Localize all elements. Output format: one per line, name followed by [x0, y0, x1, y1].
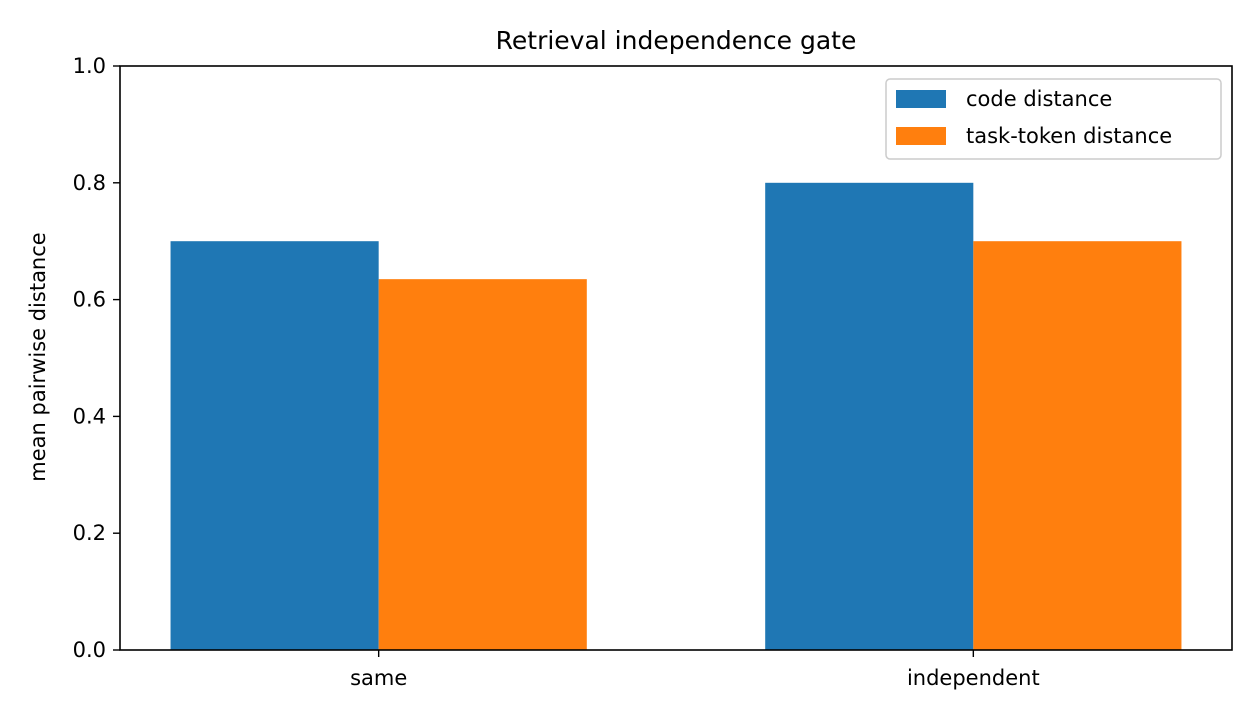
bar-task-token-distance-same: [378, 279, 587, 650]
legend-swatch-code-distance: [896, 90, 946, 108]
y-tick-label: 0.8: [73, 171, 106, 195]
y-tick-label: 0.0: [73, 638, 106, 662]
bars-layer: [170, 182, 1182, 651]
legend-label-task-token-distance: task-token distance: [966, 124, 1172, 148]
legend-label-code-distance: code distance: [966, 87, 1112, 111]
x-tick-label-same: same: [350, 666, 407, 690]
x-tick-label-independent: independent: [907, 666, 1040, 690]
plot-frame: [119, 65, 1233, 651]
bar-code-distance-independent: [765, 182, 974, 651]
y-tick-label: 0.4: [73, 404, 106, 428]
bar-code-distance-same: [170, 241, 379, 650]
legend: code distance task-token distance: [885, 78, 1222, 160]
y-axis-label: mean pairwise distance: [26, 232, 50, 481]
y-tick-label: 0.2: [73, 521, 106, 545]
x-ticks-layer: same independent: [350, 650, 1040, 690]
y-tick-label: 1.0: [73, 54, 106, 78]
bar-task-token-distance-independent: [973, 241, 1182, 650]
legend-swatch-task-token-distance: [896, 127, 946, 145]
legend-box: [885, 78, 1222, 160]
y-tick-label: 0.6: [73, 288, 106, 312]
chart-title: Retrieval independence gate: [496, 26, 857, 55]
y-ticks-layer: 0.0 0.2 0.4 0.6 0.8 1.0: [73, 54, 120, 662]
